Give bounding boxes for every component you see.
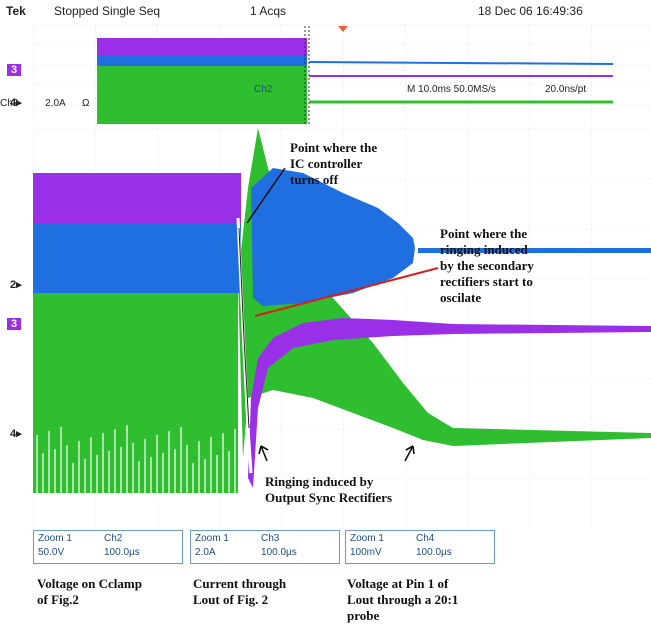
overview-ch4-band (97, 66, 307, 124)
caption-ch3: Current through Lout of Fig. 2 (193, 576, 287, 607)
ringing-arrow-right-icon (404, 445, 415, 462)
annotation-controller-off: Point where the IC controller turns off (290, 140, 378, 187)
ch3-main-offset-marker[interactable]: 3 (7, 318, 22, 330)
ch4-decay (238, 128, 651, 458)
acquisition-count: 1 Acqs (250, 4, 287, 18)
annotation-ringing-secondary: Point where the ringing induced by the s… (440, 226, 534, 305)
ch2-offset-marker[interactable]: 2▸ (10, 279, 22, 291)
ch2-tail (418, 248, 651, 253)
ch3-recovery (248, 318, 651, 488)
ringing-pointer (254, 267, 439, 317)
overview-ch3-band (97, 38, 307, 60)
timebase-readout: M 10.0ms 50.0MS/s (407, 84, 496, 95)
ch3-label: Ch3 (0, 98, 19, 109)
caption-ch2: Voltage on Cclamp of Fig.2 (37, 576, 142, 607)
controller-off-pointer (246, 167, 286, 224)
ch4-offset-marker[interactable]: 4▸ (10, 97, 22, 109)
ch4-waveform (33, 288, 238, 493)
acquisition-state: Stopped Single Seq (54, 4, 161, 18)
record-length-readout: 20.0ns/pt (545, 84, 587, 95)
ch3-marker: Ω (81, 98, 90, 109)
zoom-waveforms (33, 128, 651, 528)
ch4-ringing-spikes (36, 425, 236, 493)
ringing-arrow-icon (258, 445, 269, 462)
ch4-main-offset-marker[interactable]: 4▸ (10, 428, 22, 440)
overview-ch3-readout: Ch3 2.0A Ω (0, 98, 89, 109)
ch2-waveform (33, 218, 241, 293)
ch3-offset-marker[interactable]: 3 (7, 64, 22, 76)
readout-ch4: Zoom 1 Ch4 100mV 100.0µs (345, 530, 495, 564)
overview-ch2-label: Ch2 (254, 84, 273, 95)
readout-ch2: Zoom 1 Ch2 50.0V 100.0µs (33, 530, 183, 564)
ch2-decay (251, 168, 415, 306)
caption-ch4: Voltage at Pin 1 of Lout through a 20:1 … (347, 576, 459, 623)
zoom-display (33, 128, 651, 528)
overview-waveforms (33, 24, 651, 124)
timestamp: 18 Dec 06 16:49:36 (478, 4, 583, 18)
annotation-ringing-output: Ringing induced by Output Sync Rectifier… (265, 474, 393, 505)
readout-ch3: Zoom 1 Ch3 2.0A 100.0µs (190, 530, 340, 564)
ch3-waveform (33, 173, 241, 223)
trigger-marker-icon (338, 26, 348, 32)
ch3-scale: 2.0A (45, 98, 66, 109)
brand-label: Tek (6, 4, 26, 18)
overview-ch2-trace (308, 61, 614, 65)
overview-record (33, 24, 651, 124)
